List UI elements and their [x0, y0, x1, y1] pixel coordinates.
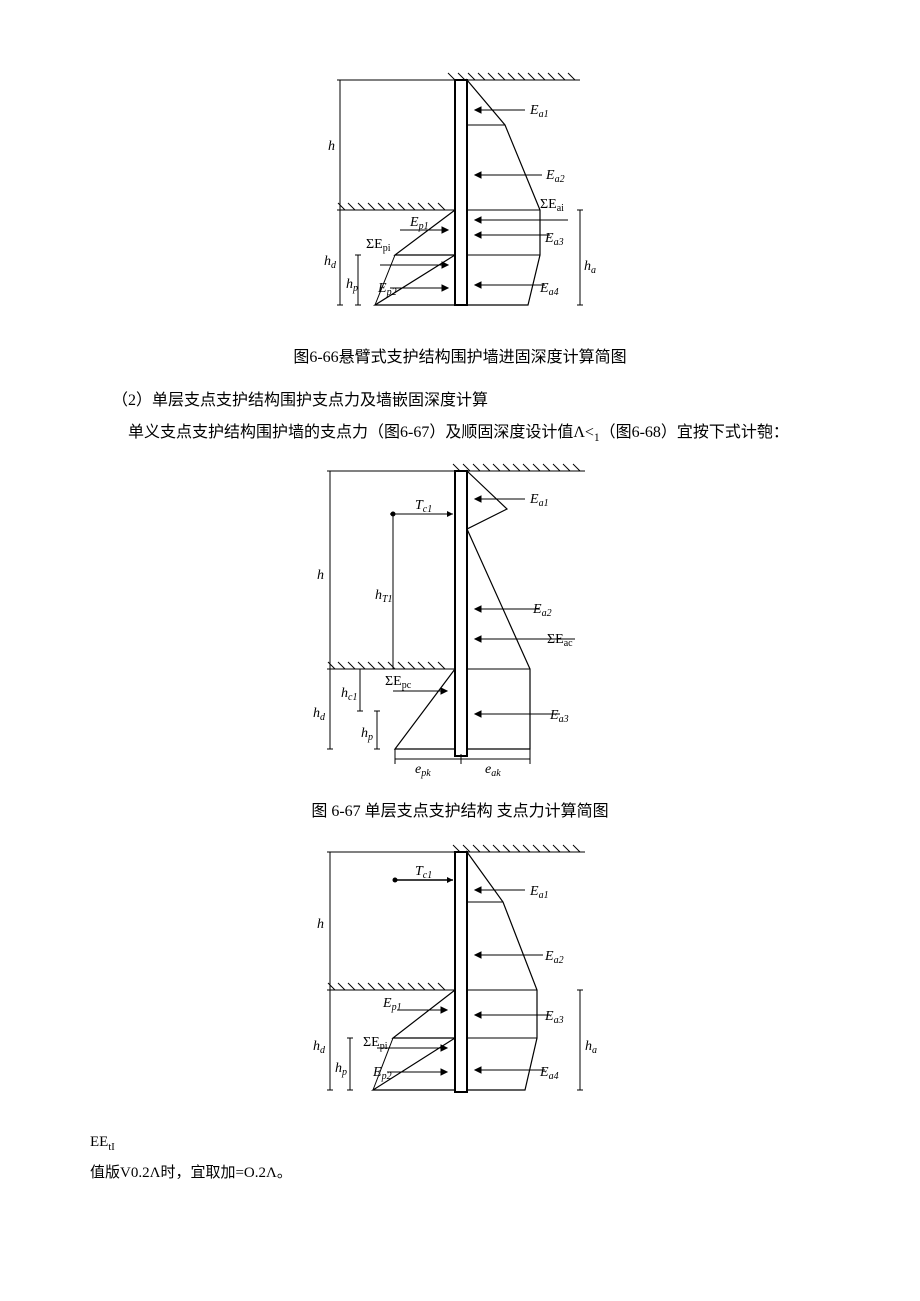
svg-text:Ep1: Ep1: [382, 996, 402, 1013]
svg-text:h: h: [328, 139, 335, 154]
body-a: 单义支点支护结构围护墙的支点力（图6-67）及顺固深度设计值Λ<: [128, 424, 594, 441]
figure-6-67-svg: Tc1 Ea1 Ea2 ΣEac Ea3: [275, 459, 645, 779]
svg-text:Ea4: Ea4: [539, 1065, 559, 1082]
svg-text:eak: eak: [485, 762, 501, 779]
svg-text:Tc1: Tc1: [415, 498, 432, 515]
svg-text:Ea2: Ea2: [544, 949, 564, 966]
figure-6-68-svg: Tc1 Ea1 Ea2 Ea3 E: [275, 840, 645, 1110]
svg-text:Ea4: Ea4: [539, 281, 559, 298]
footer-eq-line1: EEtI: [90, 1129, 840, 1158]
svg-text:Tc1: Tc1: [415, 864, 432, 881]
figure-6-66-svg: h hd hp Ea1 Ea2 ΣEai Ea3: [280, 70, 640, 325]
svg-text:hp: hp: [346, 277, 358, 294]
figure-6-67: Tc1 Ea1 Ea2 ΣEac Ea3: [80, 459, 840, 790]
svg-text:Ea2: Ea2: [532, 602, 552, 619]
svg-text:ΣEpi: ΣEpi: [366, 237, 391, 254]
svg-text:hc1: hc1: [341, 686, 357, 703]
svg-text:hp: hp: [361, 726, 373, 743]
section-2-body: 单义支点支护结构围护墙的支点力（图6-67）及顺固深度设计值Λ<1（图6-68）…: [80, 419, 840, 448]
svg-text:h: h: [317, 568, 324, 583]
footer-eq-sub: tI: [108, 1142, 114, 1153]
svg-text:ΣEac: ΣEac: [547, 632, 573, 649]
svg-text:Ea2: Ea2: [545, 168, 565, 185]
svg-text:Ep2: Ep2: [377, 281, 397, 298]
section-2-heading: （2）单层支点支护结构围护支点力及墙嵌固深度计算: [80, 387, 840, 416]
body-b: （图6-68）宜按下式计匏：: [600, 424, 789, 441]
svg-text:Ea1: Ea1: [529, 103, 549, 120]
svg-text:epk: epk: [415, 762, 431, 779]
svg-text:Ea1: Ea1: [529, 884, 549, 901]
svg-text:Ea3: Ea3: [544, 1009, 564, 1026]
figure-6-68: Tc1 Ea1 Ea2 Ea3 E: [80, 840, 840, 1121]
svg-text:h: h: [317, 917, 324, 932]
svg-text:ha: ha: [585, 1039, 597, 1056]
svg-text:Ea1: Ea1: [529, 492, 549, 509]
svg-text:ΣEai: ΣEai: [540, 197, 564, 214]
footer-eq-line2: 值版V0.2Λ时，宜取加=O.2Λ。: [90, 1160, 840, 1187]
svg-text:ha: ha: [584, 259, 596, 276]
svg-text:Ep1: Ep1: [409, 215, 429, 232]
svg-text:Ea3: Ea3: [544, 231, 564, 248]
figure-6-66: h hd hp Ea1 Ea2 ΣEai Ea3: [80, 70, 840, 336]
svg-text:hd: hd: [313, 1039, 326, 1056]
svg-text:Ea3: Ea3: [549, 708, 569, 725]
footer-eq-a: EE: [90, 1134, 108, 1150]
svg-text:hp: hp: [335, 1061, 347, 1078]
svg-text:ΣEpc: ΣEpc: [385, 674, 412, 691]
figure-6-67-caption: 图 6-67 单层支点支护结构 支点力计算简图: [80, 798, 840, 827]
svg-text:ΣEpi: ΣEpi: [363, 1035, 388, 1052]
figure-6-66-caption: 图6-66悬臂式支护结构围护墙进固深度计算简图: [80, 344, 840, 373]
svg-text:hT1: hT1: [375, 588, 393, 605]
svg-text:hd: hd: [324, 254, 337, 271]
svg-text:hd: hd: [313, 706, 326, 723]
